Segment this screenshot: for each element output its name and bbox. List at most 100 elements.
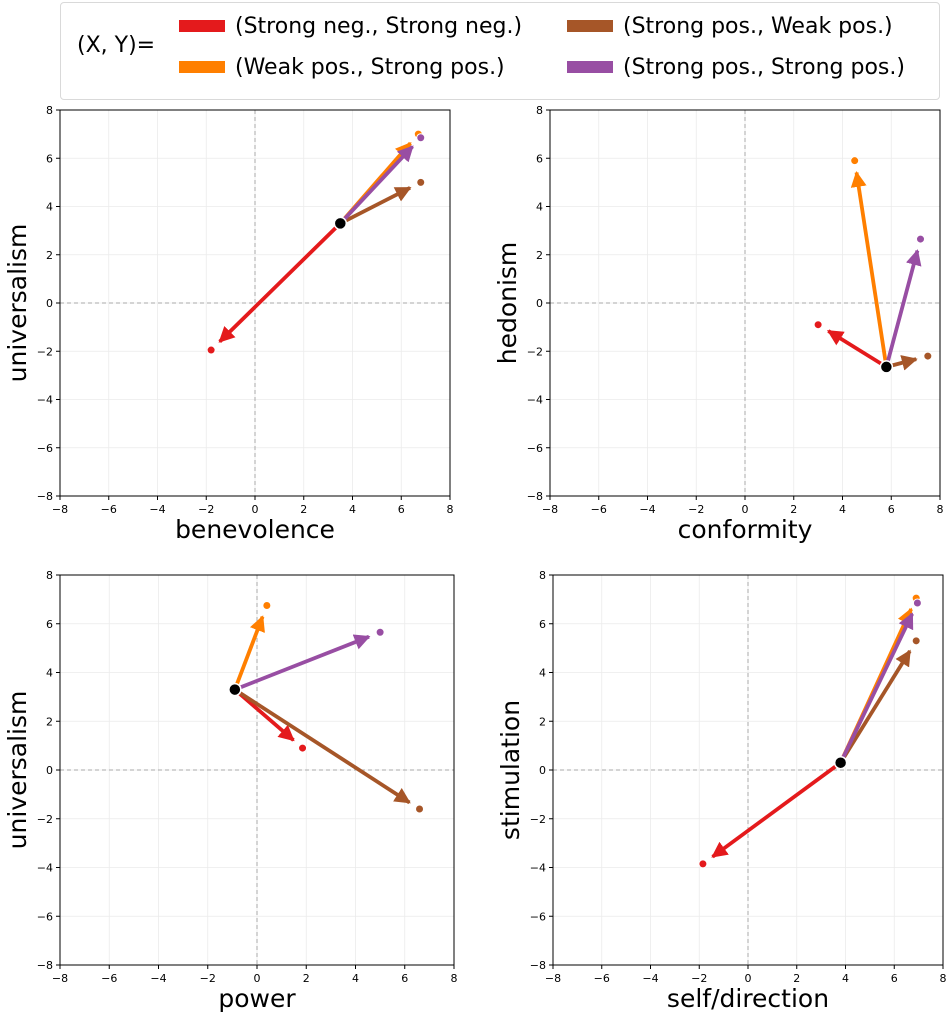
y-tick-label: −6 [37, 442, 53, 455]
y-tick-label: 0 [539, 764, 546, 777]
arrow-weak-pos-strong-pos [233, 615, 265, 691]
y-tick-label: −8 [530, 959, 546, 972]
legend-item-strong-pos-weak-pos: (Strong pos., Weak pos.) [567, 11, 893, 41]
legend-item-weak-pos-strong-pos: (Weak pos., Strong pos.) [179, 52, 505, 82]
x-tick-label: −2 [198, 503, 214, 516]
x-tick-label: −4 [149, 503, 165, 516]
x-tick-label: 8 [937, 503, 944, 516]
y-tick-label: −6 [530, 910, 546, 923]
y-tick-label: 2 [46, 715, 53, 728]
y-tick-label: 4 [46, 201, 53, 214]
legend-item-strong-pos-strong-pos: (Strong pos., Strong pos.) [567, 52, 905, 82]
legend-label: (Strong neg., Strong neg.) [235, 13, 523, 39]
x-tick-label: −8 [542, 503, 558, 516]
x-tick-label: −6 [101, 503, 117, 516]
point-strong-pos-weak-pos [416, 177, 426, 187]
y-tick-label: 0 [46, 297, 53, 310]
x-tick-label: 0 [254, 972, 261, 985]
x-tick-label: 0 [742, 503, 749, 516]
y-tick-label: −8 [527, 490, 543, 503]
y-axis-label: universalism [3, 691, 32, 850]
x-tick-label: 8 [940, 972, 947, 985]
x-tick-label: −2 [691, 972, 707, 985]
point-strong-pos-strong-pos [375, 627, 385, 637]
point-weak-pos-strong-pos [850, 156, 860, 166]
arrow-strong-neg-strong-neg [218, 222, 342, 343]
point-strong-pos-strong-pos [912, 598, 922, 608]
y-tick-label: 8 [46, 104, 53, 117]
y-axis-label: universalism [3, 224, 32, 383]
x-axis-label: self/direction [667, 984, 829, 1013]
y-tick-label: 0 [46, 764, 53, 777]
x-tick-label: 4 [839, 503, 846, 516]
x-axis-label: power [218, 984, 296, 1013]
y-tick-label: 4 [536, 201, 543, 214]
y-tick-label: −2 [527, 345, 543, 358]
arrow-strong-pos-strong-pos [234, 634, 371, 692]
x-tick-label: −8 [52, 503, 68, 516]
legend: (X, Y)= (Strong neg., Strong neg.) (Weak… [60, 2, 940, 100]
y-tick-label: −4 [37, 394, 53, 407]
y-tick-label: 2 [539, 715, 546, 728]
y-tick-label: 6 [46, 152, 53, 165]
y-axis-label: stimulation [496, 700, 525, 840]
arrow-strong-neg-strong-neg [826, 329, 888, 369]
point-strong-pos-weak-pos [911, 636, 921, 646]
y-tick-label: −6 [527, 442, 543, 455]
x-tick-label: −2 [688, 503, 704, 516]
y-tick-label: 0 [536, 297, 543, 310]
y-tick-label: −8 [37, 490, 53, 503]
y-tick-label: −2 [37, 813, 53, 826]
arrow-weak-pos-strong-pos [850, 170, 889, 368]
point-strong-pos-weak-pos [415, 804, 425, 814]
chart-1: −8−8 −6 −6 −4 −4 −2 −2 0 0 2 2 4 4 6 6 8 8 benevolence uni… [3, 104, 454, 544]
origin-point [228, 682, 242, 697]
x-tick-label: 6 [891, 972, 898, 985]
x-tick-label: 6 [888, 503, 895, 516]
y-tick-label: 6 [46, 618, 53, 631]
legend-swatch [179, 20, 225, 32]
x-tick-label: 2 [300, 503, 307, 516]
point-strong-neg-strong-neg [206, 345, 216, 355]
chart-4: −8−8 −6 −6 −4 −4 −2 −2 0 0 2 2 4 4 6 6 8 8 self/direction… [496, 569, 947, 1013]
y-tick-label: 8 [539, 569, 546, 582]
origin-point [333, 216, 348, 231]
x-tick-label: 4 [349, 503, 356, 516]
y-tick-label: −4 [530, 862, 546, 875]
legend-prefix: (X, Y)= [77, 33, 156, 58]
x-tick-label: 4 [842, 972, 849, 985]
y-tick-label: 6 [539, 618, 546, 631]
y-tick-label: −2 [530, 813, 546, 826]
y-axis-label: hedonism [493, 242, 522, 365]
legend-label: (Weak pos., Strong pos.) [235, 54, 505, 80]
x-tick-label: 6 [398, 503, 405, 516]
origin-point [879, 360, 894, 374]
y-tick-label: 6 [536, 152, 543, 165]
x-tick-label: −8 [545, 972, 561, 985]
legend-swatch [567, 61, 613, 73]
x-tick-label: 0 [745, 972, 752, 985]
arrow-strong-neg-strong-neg [711, 761, 842, 859]
point-strong-pos-weak-pos [923, 351, 933, 361]
x-tick-label: 6 [401, 972, 408, 985]
x-axis-label: benevolence [175, 515, 335, 544]
legend-item-strong-neg-strong-neg: (Strong neg., Strong neg.) [179, 11, 522, 41]
legend-swatch [179, 61, 225, 73]
x-tick-label: −4 [639, 503, 655, 516]
x-tick-label: 2 [793, 972, 800, 985]
arrow-strong-pos-strong-pos [838, 612, 914, 764]
x-tick-label: 8 [451, 972, 458, 985]
point-weak-pos-strong-pos [262, 600, 272, 610]
arrow-strong-pos-strong-pos [338, 145, 414, 225]
x-tick-label: −2 [200, 972, 216, 985]
x-tick-label: 0 [252, 503, 259, 516]
x-tick-label: −6 [101, 972, 117, 985]
x-tick-label: 2 [303, 972, 310, 985]
arrow-strong-pos-weak-pos [839, 649, 912, 764]
arrow-strong-pos-weak-pos [339, 186, 412, 226]
chart-3: −8−8 −6 −6 −4 −4 −2 −2 0 0 2 2 4 4 6 6 8 8 power universal… [3, 569, 458, 1013]
x-tick-label: −4 [642, 972, 658, 985]
x-tick-label: −8 [52, 972, 68, 985]
x-tick-label: −4 [150, 972, 166, 985]
